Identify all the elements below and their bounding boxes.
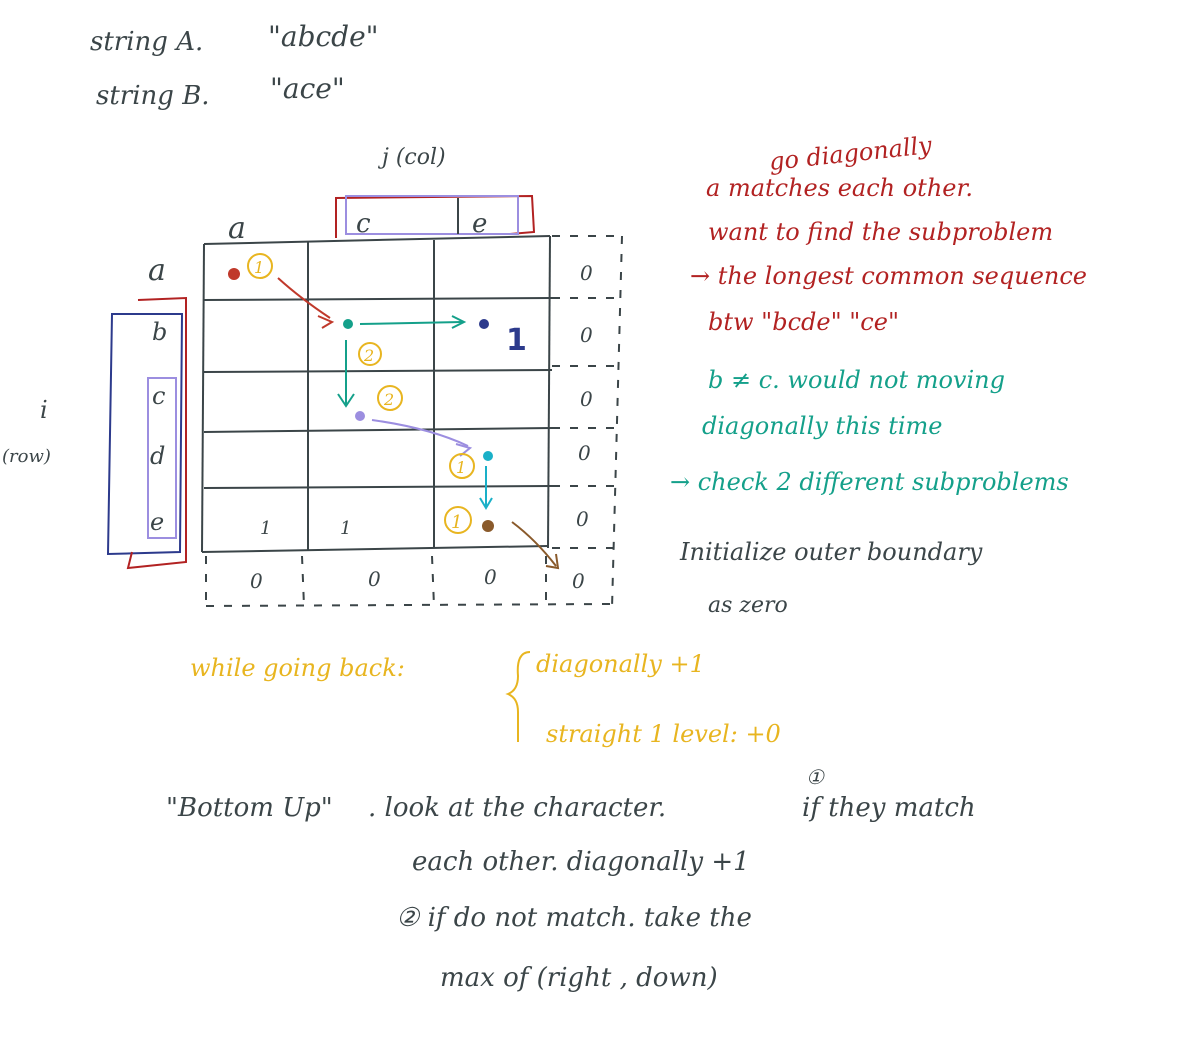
start-dot-red bbox=[228, 268, 240, 280]
teal-note-1: b ≠ c. would not moving bbox=[708, 366, 1005, 394]
right-zero-4: 0 bbox=[578, 441, 591, 465]
red-note-2: a matches each other. bbox=[706, 174, 973, 202]
gold-diagonally: diagonally +1 bbox=[536, 650, 705, 678]
red-note-5: btw "bcde" "ce" bbox=[708, 308, 899, 336]
row-char-a: a bbox=[148, 253, 166, 288]
row-char-d: d bbox=[150, 442, 165, 470]
step-marker-circle-2b bbox=[377, 385, 403, 411]
diag-arrow-red-head bbox=[317, 315, 335, 329]
string-b-label: string B. bbox=[96, 81, 210, 111]
row-lavender-box bbox=[147, 377, 177, 539]
string-a-value: "abcde" bbox=[268, 20, 379, 53]
bottom-zero-3: 0 bbox=[484, 565, 497, 589]
bottom-zero-1: 0 bbox=[250, 569, 263, 593]
boundary-note-1: Initialize outer boundary bbox=[679, 538, 983, 566]
bottom-rule-1-marker: ① bbox=[806, 765, 825, 789]
col-char-c: c bbox=[356, 209, 371, 239]
step-marker-circle-3 bbox=[449, 453, 475, 479]
bottom-up-label: "Bottom Up" bbox=[166, 793, 333, 823]
row-char-b: b bbox=[152, 318, 167, 346]
col-char-a: a bbox=[228, 211, 246, 246]
bottom-rule-1-tail: if they match bbox=[802, 793, 976, 823]
step-marker-2b: 2 bbox=[383, 390, 394, 409]
row-red-box bbox=[126, 296, 187, 570]
gold-straight: straight 1 level: +0 bbox=[546, 720, 781, 748]
step-marker-circle-4 bbox=[444, 506, 472, 534]
teal-note-3: → check 2 different subproblems bbox=[670, 468, 1069, 496]
row-blue-box bbox=[106, 313, 184, 556]
right-zero-5: 0 bbox=[576, 507, 589, 531]
outer-boundary-dashed bbox=[205, 235, 623, 609]
col-char-e: e bbox=[472, 209, 487, 239]
diag-arrow-brown bbox=[511, 521, 557, 567]
bottom-rule-2b: max of (right , down) bbox=[440, 963, 718, 993]
bottom-zero-2: 0 bbox=[368, 567, 381, 591]
right-zero-3: 0 bbox=[580, 387, 593, 411]
right-zero-2: 0 bbox=[580, 323, 593, 347]
cell-value-1: 1 bbox=[260, 518, 271, 539]
red-note-4: → the longest common sequence bbox=[690, 262, 1087, 290]
gold-going-back: while going back: bbox=[190, 654, 405, 682]
step-marker-circle-2a bbox=[358, 342, 382, 366]
bottom-zero-4: 0 bbox=[572, 569, 585, 593]
step-marker-circle-1 bbox=[247, 253, 273, 279]
step-marker-1: 1 bbox=[254, 258, 264, 277]
diag-arrow-brown-head bbox=[545, 553, 560, 570]
teal-dot-1 bbox=[343, 319, 353, 329]
string-b-value: "ace" bbox=[270, 72, 345, 105]
step-marker-3: 1 bbox=[456, 458, 466, 477]
gold-brace bbox=[505, 651, 531, 742]
bottom-rule-1: . look at the character. bbox=[368, 793, 666, 823]
bottom-rule-1b: each other. diagonally +1 bbox=[412, 847, 750, 877]
step-marker-2a: 2 bbox=[363, 346, 374, 365]
col-axis-label: j (col) bbox=[377, 145, 446, 170]
right-arrow-teal-head bbox=[451, 315, 467, 329]
boundary-note-2: as zero bbox=[708, 593, 788, 618]
brown-dot bbox=[482, 520, 494, 532]
string-a-label: string A. bbox=[90, 27, 203, 57]
diag-arrow-red bbox=[277, 277, 331, 319]
step-marker-4: 1 bbox=[451, 512, 462, 533]
col-subproblem-box bbox=[345, 195, 519, 235]
lavender-dot bbox=[355, 411, 365, 421]
down-arrow-cyan-head bbox=[479, 497, 493, 510]
cyan-dot bbox=[483, 451, 493, 461]
down-arrow-teal-head bbox=[337, 393, 355, 408]
row-char-e: e bbox=[150, 508, 164, 536]
right-arrow-teal bbox=[359, 321, 463, 325]
cell-value-2: 1 bbox=[340, 518, 351, 539]
blue-dot bbox=[479, 319, 489, 329]
dp-grid bbox=[201, 235, 553, 553]
cell-value-blue: 1 bbox=[506, 323, 527, 358]
row-axis-label-i: i bbox=[40, 396, 48, 424]
row-axis-label-row: (row) bbox=[2, 446, 51, 467]
red-note-1: go diagonally bbox=[768, 131, 934, 176]
diag-arrow-lavender bbox=[371, 419, 469, 447]
right-zero-1: 0 bbox=[580, 261, 593, 285]
teal-note-2: diagonally this time bbox=[702, 412, 942, 440]
col-red-bracket bbox=[335, 194, 536, 238]
row-char-c: c bbox=[152, 382, 165, 410]
bottom-rule-2: ② if do not match. take the bbox=[396, 903, 752, 933]
red-note-3: want to find the subproblem bbox=[708, 218, 1053, 246]
